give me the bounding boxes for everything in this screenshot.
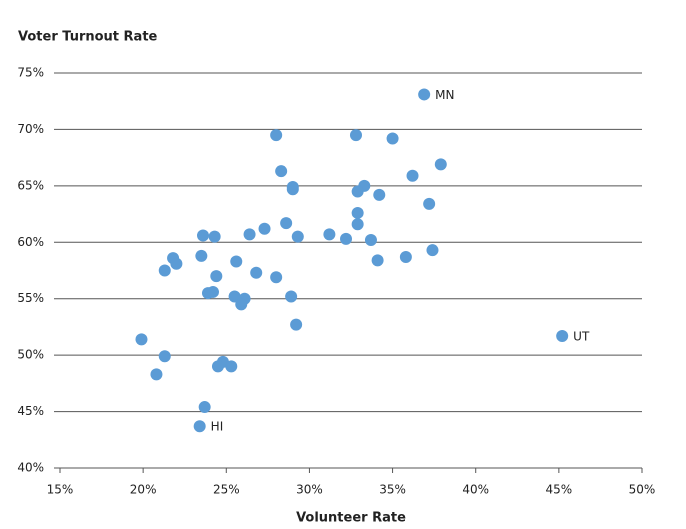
point: [270, 129, 283, 142]
y-tick-label: 40%: [17, 461, 44, 475]
point: [158, 264, 171, 277]
point: [158, 350, 171, 363]
point: [291, 230, 304, 243]
point: [406, 169, 419, 182]
x-tick-label: 15%: [47, 483, 74, 497]
point: [135, 333, 148, 346]
point: [258, 222, 271, 235]
point: [195, 249, 208, 262]
point: [426, 244, 439, 257]
y-tick-label: 65%: [17, 178, 44, 192]
y-axis-title: Voter Turnout Rate: [18, 30, 158, 45]
point: [280, 217, 293, 230]
x-tick-label: 50%: [629, 483, 656, 497]
y-tick-label: 75%: [17, 66, 44, 80]
x-tick-label: 45%: [546, 483, 573, 497]
point: [225, 360, 238, 373]
point: [230, 255, 243, 268]
point: [275, 165, 288, 178]
y-tick-label: 50%: [17, 348, 44, 362]
y-tick-label: 60%: [17, 235, 44, 249]
x-tick-label: 30%: [296, 483, 323, 497]
point: [349, 129, 362, 142]
point: [193, 420, 206, 433]
y-tick-label: 55%: [17, 291, 44, 305]
point: [235, 298, 248, 311]
x-axis-title: Volunteer Rate: [296, 511, 406, 526]
point: [323, 228, 336, 241]
point-label: MN: [435, 88, 454, 102]
y-tick-label: 45%: [17, 404, 44, 418]
point: [434, 158, 447, 171]
point: [371, 254, 384, 267]
point: [418, 88, 431, 101]
x-tick-label: 25%: [213, 483, 240, 497]
point: [351, 218, 364, 231]
y-tick-label: 70%: [17, 122, 44, 136]
point-label: UT: [573, 329, 590, 343]
point-label: HI: [211, 420, 224, 434]
point: [386, 132, 399, 145]
point: [210, 270, 223, 283]
point: [198, 401, 211, 414]
point: [286, 183, 299, 196]
point: [285, 290, 298, 303]
point: [170, 257, 183, 270]
point: [208, 230, 221, 243]
x-tick-label: 35%: [379, 483, 406, 497]
point: [270, 271, 283, 284]
x-tick-label: 40%: [462, 483, 489, 497]
point: [197, 229, 210, 242]
point: [399, 250, 412, 263]
point: [290, 318, 303, 331]
point: [351, 185, 364, 198]
point: [228, 290, 241, 303]
point: [556, 329, 569, 342]
point: [373, 188, 386, 201]
point: [250, 266, 263, 279]
x-tick-label: 20%: [130, 483, 157, 497]
point: [211, 360, 224, 373]
point: [340, 232, 353, 245]
point: [351, 206, 364, 219]
point: [423, 197, 436, 210]
point: [364, 234, 377, 247]
point: [243, 228, 256, 241]
point: [206, 285, 219, 298]
point: [150, 368, 163, 381]
